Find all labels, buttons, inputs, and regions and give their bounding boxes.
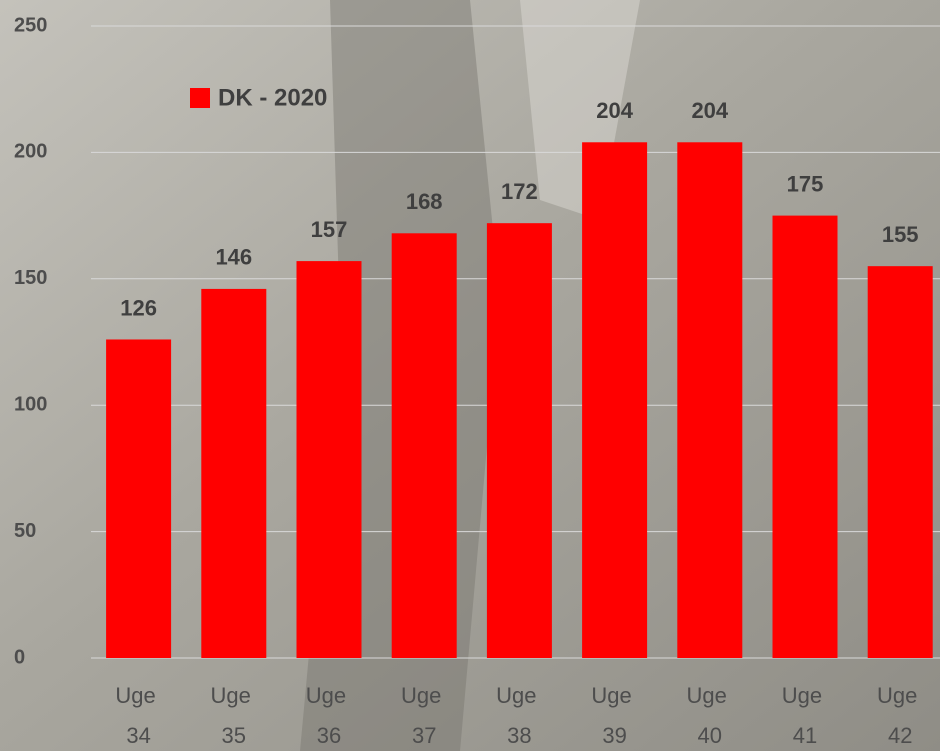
data-label: 146 — [215, 245, 252, 270]
bar — [392, 233, 457, 658]
data-label: 155 — [882, 222, 919, 247]
bar — [487, 223, 552, 658]
y-tick-label: 100 — [14, 393, 47, 415]
bar — [773, 216, 838, 658]
bar — [201, 289, 266, 658]
y-tick-label: 250 — [14, 14, 47, 36]
bar — [677, 142, 742, 658]
bar — [297, 261, 362, 658]
legend-swatch — [190, 88, 210, 108]
legend-label: DK - 2020 — [218, 84, 327, 111]
y-tick-label: 50 — [14, 520, 36, 542]
data-label: 168 — [406, 189, 443, 214]
y-tick-label: 200 — [14, 141, 47, 163]
data-label: 126 — [120, 295, 157, 320]
data-label: 204 — [691, 98, 728, 123]
bar — [582, 142, 647, 658]
y-tick-label: 150 — [14, 267, 47, 289]
data-label: 175 — [787, 171, 824, 196]
bar — [106, 339, 171, 658]
y-tick-label: 0 — [14, 646, 25, 668]
chart: 050100150200250DK - 2020Uge 34126Uge 351… — [0, 0, 940, 751]
data-label: 172 — [501, 179, 538, 204]
bar — [868, 266, 933, 658]
data-label: 204 — [596, 98, 633, 123]
data-label: 157 — [311, 217, 348, 242]
